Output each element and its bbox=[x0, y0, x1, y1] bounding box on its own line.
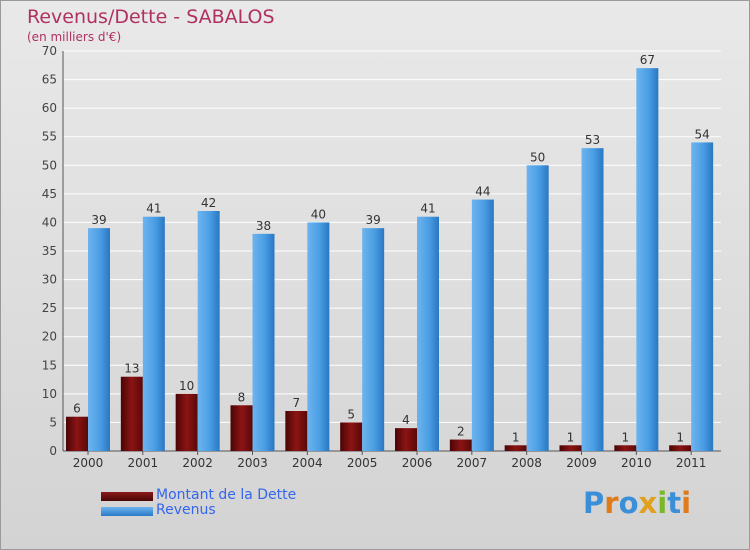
y-tick-label: 10 bbox=[42, 387, 57, 401]
data-label-dette: 1 bbox=[567, 430, 575, 444]
bar-dette bbox=[120, 376, 143, 451]
bar-revenus bbox=[636, 68, 659, 452]
bar-revenus bbox=[471, 199, 494, 451]
y-tick-label: 60 bbox=[42, 101, 57, 115]
y-tick-label: 65 bbox=[42, 73, 57, 87]
y-tick-label: 0 bbox=[49, 444, 57, 458]
bar-revenus bbox=[307, 222, 330, 451]
y-tick-label: 55 bbox=[42, 130, 57, 144]
data-label-revenus: 67 bbox=[640, 53, 655, 67]
data-label-dette: 5 bbox=[347, 407, 355, 421]
y-tick-label: 25 bbox=[42, 301, 57, 315]
data-label-dette: 4 bbox=[402, 413, 410, 427]
x-tick-label: 2008 bbox=[511, 456, 542, 470]
data-label-dette: 8 bbox=[238, 390, 246, 404]
bar-dette bbox=[175, 393, 198, 451]
bar-dette bbox=[395, 428, 417, 451]
data-label-revenus: 39 bbox=[366, 213, 381, 227]
bar-revenus bbox=[252, 233, 275, 451]
y-tick-label: 15 bbox=[42, 358, 57, 372]
logo-letter: r bbox=[604, 486, 619, 520]
x-tick-label: 2002 bbox=[182, 456, 213, 470]
data-label-revenus: 44 bbox=[475, 185, 490, 199]
data-label-dette: 1 bbox=[512, 430, 520, 444]
bar-revenus bbox=[88, 228, 110, 451]
x-tick-label: 2005 bbox=[347, 456, 378, 470]
data-label-dette: 10 bbox=[179, 379, 194, 393]
bar-revenus bbox=[417, 216, 439, 451]
data-label-revenus: 50 bbox=[530, 150, 545, 164]
legend-label-revenus: Revenus bbox=[156, 502, 216, 518]
data-label-dette: 7 bbox=[293, 396, 301, 410]
x-tick-label: 2007 bbox=[457, 456, 488, 470]
x-tick-label: 2011 bbox=[676, 456, 707, 470]
data-label-dette: 6 bbox=[73, 402, 81, 416]
chart-title: Revenus/Dette - SABALOS bbox=[27, 6, 275, 28]
data-label-revenus: 53 bbox=[585, 133, 600, 147]
bar-dette bbox=[230, 405, 253, 451]
x-tick-label: 2009 bbox=[566, 456, 597, 470]
x-tick-label: 2003 bbox=[237, 456, 268, 470]
y-tick-label: 50 bbox=[42, 158, 57, 172]
x-tick-label: 2006 bbox=[402, 456, 433, 470]
bar-revenus bbox=[526, 165, 549, 452]
data-label-revenus: 38 bbox=[256, 219, 271, 233]
data-label-dette: 2 bbox=[457, 425, 465, 439]
logo-letter: i bbox=[657, 486, 668, 520]
bar-dette bbox=[559, 445, 582, 451]
bar-dette bbox=[66, 416, 88, 451]
chart-subtitle: (en milliers d'€) bbox=[27, 30, 122, 44]
y-tick-label: 5 bbox=[49, 415, 57, 429]
bar-dette bbox=[449, 439, 472, 451]
proxiti-logo: Proxiti bbox=[583, 486, 691, 520]
x-tick-label: 2004 bbox=[292, 456, 323, 470]
data-label-dette: 13 bbox=[124, 362, 139, 376]
data-label-revenus: 39 bbox=[91, 213, 106, 227]
data-label-dette: 1 bbox=[622, 430, 630, 444]
y-tick-label: 45 bbox=[42, 187, 57, 201]
bar-revenus bbox=[362, 228, 385, 451]
y-tick-label: 70 bbox=[42, 44, 57, 58]
y-tick-label: 40 bbox=[42, 215, 57, 229]
bar-dette bbox=[504, 445, 527, 451]
x-tick-label: 2001 bbox=[128, 456, 159, 470]
bar-revenus bbox=[142, 216, 165, 451]
bar-revenus bbox=[197, 211, 220, 451]
data-label-revenus: 41 bbox=[420, 202, 435, 216]
bar-dette bbox=[614, 445, 637, 451]
logo-letter: t bbox=[667, 486, 682, 520]
bar-revenus bbox=[581, 148, 604, 451]
bar-revenus bbox=[691, 142, 714, 451]
logo-letter: x bbox=[638, 486, 658, 520]
y-tick-label: 35 bbox=[42, 244, 57, 258]
logo-letter: o bbox=[618, 486, 639, 520]
x-tick-label: 2010 bbox=[621, 456, 652, 470]
data-label-revenus: 40 bbox=[311, 207, 326, 221]
bar-dette bbox=[669, 445, 692, 451]
y-tick-label: 20 bbox=[42, 330, 57, 344]
data-label-revenus: 42 bbox=[201, 196, 216, 210]
legend-swatch-dette bbox=[101, 492, 153, 501]
data-label-revenus: 54 bbox=[695, 127, 710, 141]
bar-dette bbox=[285, 411, 308, 451]
logo-letter: i bbox=[681, 486, 692, 520]
bar-dette bbox=[340, 422, 363, 451]
data-label-dette: 1 bbox=[676, 430, 684, 444]
legend-label-dette: Montant de la Dette bbox=[156, 487, 297, 503]
data-label-revenus: 41 bbox=[146, 202, 161, 216]
legend-swatch-revenus bbox=[101, 507, 153, 516]
logo-letter: P bbox=[583, 486, 605, 520]
x-tick-label: 2000 bbox=[73, 456, 104, 470]
y-tick-label: 30 bbox=[42, 273, 57, 287]
